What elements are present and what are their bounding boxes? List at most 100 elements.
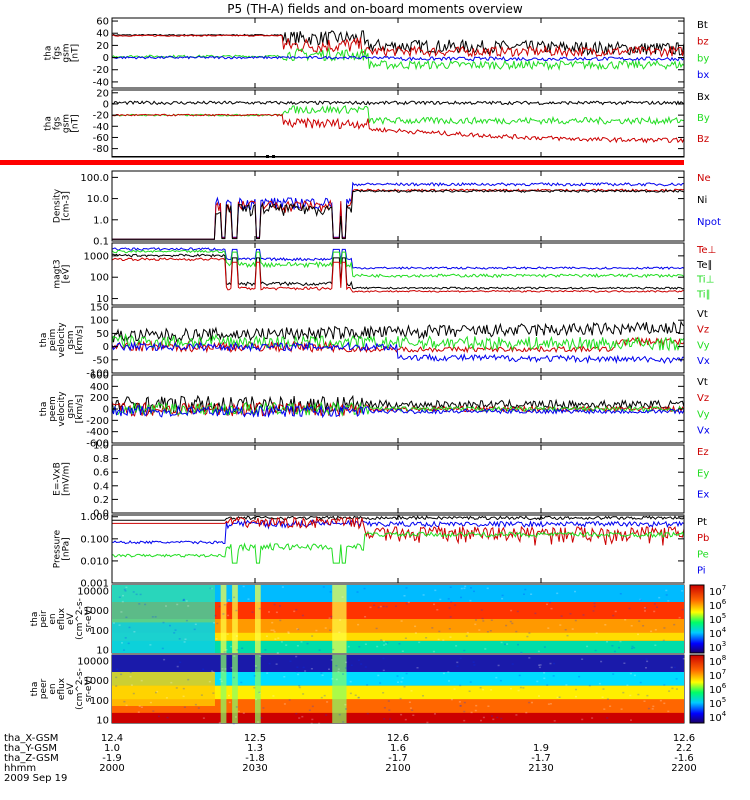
ytick-label: -20 (93, 65, 109, 76)
colorbar-tick-label: 106 (709, 682, 727, 696)
fgs-components-trace-bx (111, 100, 685, 106)
legend-ni: Ni (697, 195, 707, 206)
orbit-y_gsm-value: 1.0 (104, 743, 120, 754)
peim-velocity-trace-vy (111, 333, 685, 352)
ytick-label: 600 (90, 371, 109, 382)
colorbar-tick-label: 104 (709, 710, 727, 724)
ytick-label: 0.0 (93, 509, 109, 520)
ytick-label: 10000 (77, 656, 109, 667)
orbit-hhmm-value: 2130 (528, 763, 553, 774)
ylabel-line: (cm^2-s- (75, 668, 85, 710)
ylabel-line: sr-eV) (84, 676, 94, 702)
ylabel-line: tha (30, 612, 40, 627)
ytick-label: 50 (96, 329, 109, 340)
pressure-trace-pe (111, 530, 685, 564)
ytick-label: -600 (86, 439, 109, 450)
ytick-label: 0 (103, 342, 109, 353)
ytick-label: 150 (90, 303, 109, 314)
ytick-label: -50 (93, 355, 109, 366)
legend-pb: Pb (697, 533, 709, 544)
legend-vy: Vy (697, 340, 710, 351)
orbit-y_gsm-value: 2.2 (676, 743, 692, 754)
ylabel-line: [nPa] (62, 537, 72, 560)
ylabel-line: magt3 (53, 259, 63, 288)
legend-vy: Vy (697, 409, 710, 420)
ytick-label: -20 (93, 111, 109, 122)
colorbar-tick-label: 106 (709, 598, 727, 612)
ylabel-line: peem (48, 396, 58, 422)
orbit-label-z: tha_Z-GSM (4, 753, 59, 764)
ytick-label: 1000 (84, 676, 109, 687)
ion-spectrogram-image (112, 585, 684, 654)
orbit-y_gsm-value: 1.3 (247, 743, 263, 754)
ylabel-line: peer (39, 678, 49, 699)
legend-te∥: Te∥ (696, 260, 713, 271)
ylabel-line: Pressure (53, 529, 63, 568)
legend-bx: Bx (697, 92, 710, 103)
density-panel: 0.1 1.0 10.0 100.0 Density [cm-3] Ne Ni Npot (53, 170, 721, 248)
temperature-panel: 10 100 1000 magt3 [eV] Te⊥ Te∥ Ti⊥ Ti∥ (53, 242, 716, 306)
ytick-label: 100 (90, 696, 109, 707)
temperature-trace-tepar (112, 253, 685, 290)
legend-pt: Pt (697, 517, 707, 528)
fgs-btotal-trace-by (111, 46, 685, 71)
legend-vx: Vx (697, 356, 710, 367)
orbit-y_gsm-value: 1.9 (533, 743, 549, 754)
ylabel-line: tha (30, 682, 40, 697)
ylabel-line: eV (66, 612, 76, 625)
ytick-label: 10000 (77, 586, 109, 597)
ylabel-line: tha (44, 116, 54, 131)
legend-ti∥: Ti∥ (696, 289, 711, 300)
orbit-z_gsm-value: -1.9 (102, 753, 122, 764)
ylabel-line: [nT] (71, 44, 81, 62)
legend-ne: Ne (697, 173, 711, 184)
ytick-label: 1.0 (93, 441, 109, 452)
fgs-btotal-trace-bx (111, 55, 685, 62)
ylabel-line: velocity (57, 391, 67, 427)
ylabel-line: sr-eV) (84, 606, 94, 632)
ylabel-line: [eV] (62, 265, 72, 284)
colorbar-tick-label: 103 (709, 640, 726, 654)
ylabel-line: [nT] (71, 114, 81, 132)
legend-vz: Vz (697, 393, 709, 404)
ytick-label: -60 (93, 133, 109, 144)
ytick-label: -200 (86, 416, 109, 427)
colorbar-tick-label: 107 (709, 584, 726, 598)
orbit-hhmm-value: 2200 (671, 763, 696, 774)
ylabel-line: fgs (53, 116, 63, 130)
ytick-label: -100 (86, 369, 109, 380)
fgs-btotal-trace-bt (111, 30, 685, 56)
legend-ti⊥: Ti⊥ (696, 275, 714, 286)
electron-spectrogram-image (112, 655, 685, 725)
temperature-trace-teperp (111, 257, 685, 293)
pressure-trace-pi (111, 518, 685, 545)
peem-velocity-trace-vx (111, 404, 685, 419)
orbit-z_gsm-value: -1.8 (245, 753, 265, 764)
ylabel-line: en (48, 613, 58, 624)
legend-bz: bz (697, 37, 709, 48)
orbit-label-y: tha_Y-GSM (4, 743, 58, 754)
ylabel-line: eflux (57, 607, 67, 630)
legend-vx: Vx (697, 426, 710, 437)
orbit-hhmm-value: 2030 (242, 763, 267, 774)
ytick-label: 0.100 (80, 534, 109, 545)
ytick-label: 400 (90, 382, 109, 393)
colorbar (689, 584, 705, 654)
ylabel-line: tha (39, 402, 49, 417)
legend-npot: Npot (697, 217, 721, 228)
legend-by: by (697, 53, 709, 64)
ylabel-line: fgs (53, 46, 63, 60)
colorbar-tick-label: 107 (709, 668, 726, 682)
ytick-label: 0 (103, 99, 109, 110)
peim-velocity-trace-vx (111, 341, 684, 365)
ytick-label: 1.0 (93, 215, 109, 226)
ylabel-line: E=-VxB (53, 462, 63, 496)
efield-panel: 0.0 0.2 0.4 0.6 0.8 1.0 E=-VxB [mV/m] Ez Ey Ex (53, 441, 710, 520)
ylabel-line: eflux (57, 677, 67, 700)
ytick-label: 40 (96, 29, 109, 40)
legend-ey: Ey (697, 468, 709, 479)
colorbar (689, 654, 705, 724)
ytick-label: 0.6 (93, 468, 109, 479)
